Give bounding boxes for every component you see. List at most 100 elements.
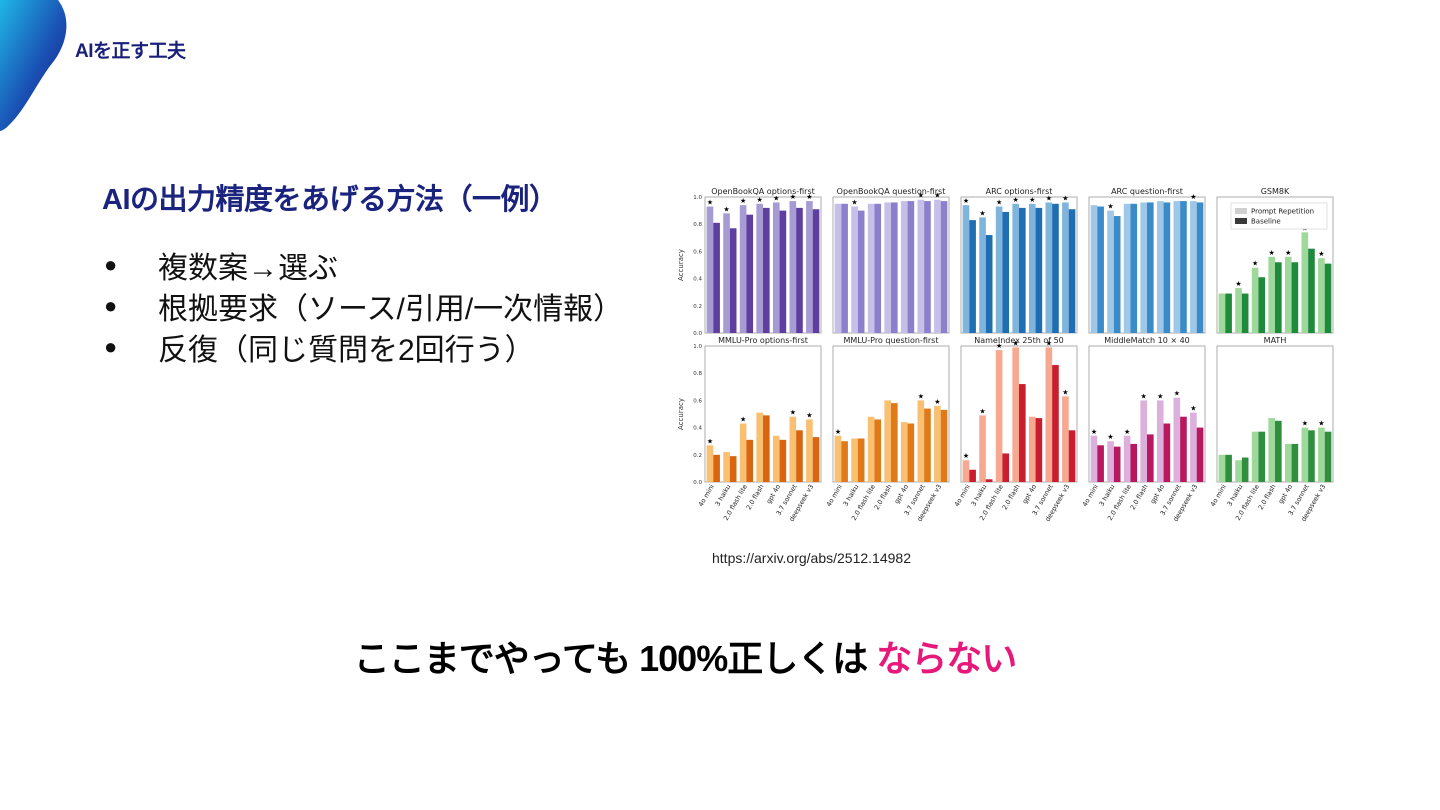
bar-prompt-repetition bbox=[1123, 435, 1131, 482]
bar-prompt-repetition bbox=[834, 435, 842, 482]
bar-prompt-repetition bbox=[1284, 256, 1292, 333]
bar-baseline bbox=[1035, 207, 1043, 333]
bar-prompt-repetition bbox=[1123, 203, 1131, 333]
bar-prompt-repetition bbox=[723, 452, 730, 482]
bar-baseline bbox=[1241, 293, 1249, 333]
bar-baseline bbox=[779, 439, 787, 482]
y-axis-label: Accuracy bbox=[678, 249, 685, 281]
significance-star: ★ bbox=[806, 411, 812, 419]
bar-prompt-repetition bbox=[934, 199, 941, 333]
bar-baseline bbox=[1097, 445, 1104, 482]
bar-prompt-repetition bbox=[723, 213, 730, 333]
conclusion-emphasis: ならない bbox=[876, 638, 1017, 679]
bar-baseline bbox=[746, 439, 754, 482]
legend-swatch-repetition bbox=[1235, 208, 1247, 214]
significance-star: ★ bbox=[1013, 196, 1019, 204]
bar-baseline bbox=[1019, 384, 1026, 482]
y-axis-label: Accuracy bbox=[678, 398, 685, 430]
y-tick-label: 0.4 bbox=[693, 426, 702, 432]
x-tick-label: gpt 4o bbox=[1277, 483, 1294, 505]
bar-baseline bbox=[1113, 216, 1121, 333]
bar-baseline bbox=[812, 209, 820, 333]
bar-prompt-repetition bbox=[1190, 412, 1197, 482]
bar-prompt-repetition bbox=[772, 435, 780, 482]
significance-star: ★ bbox=[1190, 193, 1196, 201]
bar-baseline bbox=[729, 456, 737, 482]
significance-star: ★ bbox=[1013, 339, 1019, 347]
bar-baseline bbox=[1275, 420, 1282, 482]
bar-prompt-repetition bbox=[1045, 202, 1053, 333]
bar-prompt-repetition bbox=[1268, 418, 1275, 482]
legend-swatch-baseline bbox=[1235, 218, 1247, 224]
bar-prompt-repetition bbox=[995, 350, 1003, 482]
bar-baseline bbox=[1130, 443, 1138, 482]
significance-star: ★ bbox=[1318, 250, 1324, 258]
bar-baseline bbox=[779, 210, 787, 333]
bar-prompt-repetition bbox=[806, 201, 813, 333]
significance-star: ★ bbox=[1174, 390, 1180, 398]
bar-prompt-repetition bbox=[1156, 400, 1164, 482]
bar-prompt-repetition bbox=[1028, 416, 1036, 482]
y-tick-label: 0.6 bbox=[693, 249, 702, 255]
bar-baseline bbox=[857, 438, 865, 482]
bar-prompt-repetition bbox=[1190, 201, 1197, 333]
significance-star: ★ bbox=[851, 199, 857, 207]
significance-star: ★ bbox=[1062, 388, 1068, 396]
bar-baseline bbox=[796, 207, 803, 333]
bullet-dot-icon: ● bbox=[104, 252, 118, 277]
bar-prompt-repetition bbox=[917, 400, 925, 482]
bar-baseline bbox=[841, 203, 848, 333]
bar-prompt-repetition bbox=[1062, 396, 1069, 482]
bullet-item: ● 複数案→選ぶ bbox=[104, 243, 338, 287]
significance-star: ★ bbox=[1046, 194, 1052, 202]
significance-star: ★ bbox=[963, 452, 969, 460]
bar-prompt-repetition bbox=[706, 206, 714, 333]
bar-baseline bbox=[763, 415, 770, 482]
bar-prompt-repetition bbox=[1301, 427, 1309, 482]
significance-star: ★ bbox=[979, 209, 985, 217]
bar-baseline bbox=[940, 409, 948, 482]
bar-prompt-repetition bbox=[962, 205, 970, 333]
bar-prompt-repetition bbox=[1062, 202, 1069, 333]
source-link[interactable]: https://arxiv.org/abs/2512.14982 bbox=[712, 550, 911, 566]
bar-prompt-repetition bbox=[1251, 431, 1259, 482]
bar-baseline bbox=[891, 202, 898, 333]
bar-baseline bbox=[985, 235, 993, 333]
x-tick-label: gpt 4o bbox=[1149, 483, 1166, 505]
x-tick-label: gpt 4o bbox=[765, 483, 782, 505]
significance-star: ★ bbox=[1141, 392, 1147, 400]
significance-star: ★ bbox=[806, 193, 812, 201]
bar-baseline bbox=[1052, 365, 1059, 482]
accuracy-chart-grid: OpenBookQA options-first 0.0 0.2 0.4 0.6 0.8 1… bbox=[678, 187, 1334, 523]
bar-prompt-repetition bbox=[739, 205, 747, 333]
bar-baseline bbox=[1225, 293, 1232, 333]
bar-baseline bbox=[1097, 206, 1104, 333]
significance-star: ★ bbox=[979, 407, 985, 415]
bar-prompt-repetition bbox=[1012, 347, 1019, 482]
bullet-text: 反復（同じ質問を2回行う） bbox=[158, 334, 535, 367]
significance-star: ★ bbox=[790, 193, 796, 201]
legend-box bbox=[1230, 202, 1328, 230]
bar-baseline bbox=[1035, 418, 1043, 482]
bar-prompt-repetition bbox=[1090, 435, 1098, 482]
significance-star: ★ bbox=[934, 192, 940, 200]
bar-baseline bbox=[940, 201, 948, 333]
bar-baseline bbox=[874, 203, 882, 333]
bar-prompt-repetition bbox=[1107, 441, 1114, 482]
x-tick-label: gpt 4o bbox=[1021, 483, 1038, 505]
significance-star: ★ bbox=[1124, 428, 1130, 436]
bar-baseline bbox=[1147, 434, 1154, 482]
bar-prompt-repetition bbox=[979, 415, 986, 482]
bar-baseline bbox=[1291, 262, 1299, 333]
bar-prompt-repetition bbox=[1301, 232, 1309, 333]
significance-star: ★ bbox=[1252, 260, 1258, 268]
bar-prompt-repetition bbox=[851, 438, 858, 482]
bar-baseline bbox=[891, 403, 898, 482]
panel-title: OpenBookQA question-first bbox=[837, 187, 946, 196]
corner-decoration bbox=[0, 0, 67, 131]
bar-baseline bbox=[1324, 263, 1332, 333]
bar-prompt-repetition bbox=[1140, 202, 1147, 333]
bar-baseline bbox=[1147, 202, 1154, 333]
y-tick-label: 0.8 bbox=[693, 371, 702, 377]
bar-prompt-repetition bbox=[884, 400, 891, 482]
